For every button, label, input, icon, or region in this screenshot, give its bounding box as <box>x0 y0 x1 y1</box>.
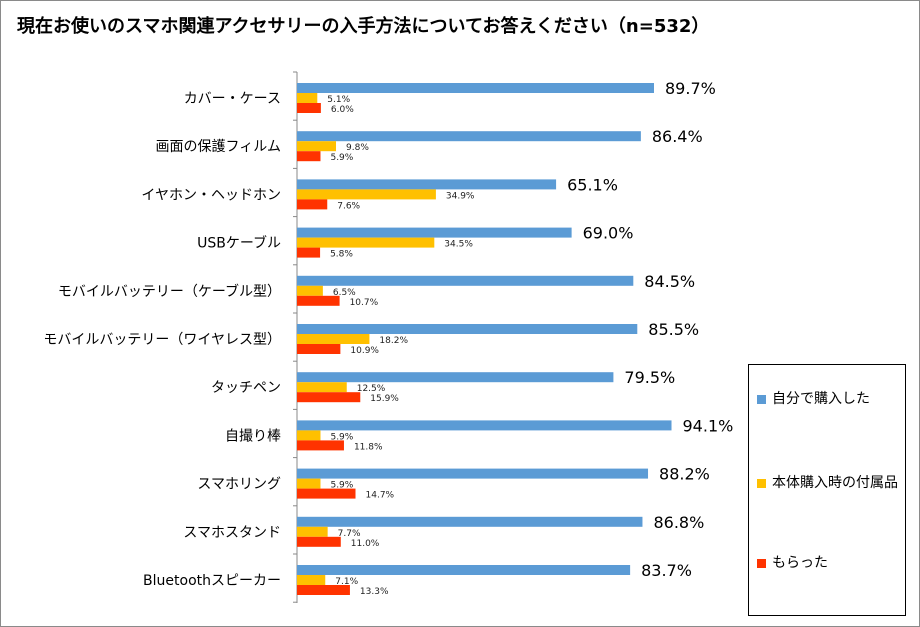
data-label-series-2: 6.5% <box>333 288 356 298</box>
bar-series-2 <box>297 189 436 200</box>
bar-series-2 <box>297 237 435 248</box>
data-label-series-1: 86.4% <box>652 127 703 146</box>
legend-swatch-received <box>757 559 766 568</box>
bar-series-3 <box>297 295 340 306</box>
data-label-series-2: 18.2% <box>379 336 408 346</box>
data-label-series-2: 12.5% <box>357 384 386 394</box>
bar-series-1 <box>297 468 649 479</box>
data-label-series-3: 7.6% <box>337 201 360 211</box>
bar-series-1 <box>297 275 634 286</box>
category-label: Bluetoothスピーカー <box>143 573 281 589</box>
bar-series-3 <box>297 344 341 354</box>
data-label-series-2: 5.9% <box>330 432 353 442</box>
data-label-series-3: 5.9% <box>330 153 353 163</box>
bar-series-1 <box>297 420 672 431</box>
data-label-series-2: 34.5% <box>444 240 473 250</box>
legend: 自分で購入した 本体購入時の付属品 もらった <box>748 364 906 616</box>
bar-series-3 <box>297 440 344 451</box>
data-label-series-3: 10.7% <box>350 298 379 308</box>
data-label-series-1: 84.5% <box>644 272 695 291</box>
bar-series-1 <box>297 516 643 527</box>
bar-series-2 <box>297 478 321 489</box>
category-label: 画面の保護フィルム <box>156 139 281 155</box>
bar-series-3 <box>297 536 341 547</box>
category-label: 自撮り棒 <box>225 427 281 444</box>
bar-series-1 <box>297 83 654 93</box>
bar-series-1 <box>297 565 631 575</box>
bar-series-2 <box>297 430 321 441</box>
bar-series-3 <box>297 103 321 113</box>
bar-series-2 <box>297 334 370 344</box>
bar-series-2 <box>297 575 326 585</box>
category-label: カバー・ケース <box>184 91 281 107</box>
bar-series-1 <box>297 179 557 190</box>
category-label: モバイルバッテリー（ケーブル型） <box>58 283 281 300</box>
bar-series-1 <box>297 131 641 142</box>
data-label-series-1: 94.1% <box>683 416 734 435</box>
bar-series-1 <box>297 227 572 238</box>
category-label: モバイルバッテリー（ワイヤレス型） <box>43 332 281 348</box>
data-label-series-3: 15.9% <box>370 394 399 404</box>
category-label: USBケーブル <box>197 235 281 252</box>
category-label: イヤホン・ヘッドホン <box>141 187 281 203</box>
bar-series-3 <box>297 392 361 403</box>
data-label-series-3: 11.8% <box>354 442 383 452</box>
legend-item-bundled: 本体購入時の付属品 <box>757 470 902 496</box>
data-label-series-1: 65.1% <box>567 175 618 194</box>
legend-label-self-purchase: 自分で購入した <box>772 391 870 407</box>
bar-series-1 <box>297 324 638 334</box>
data-label-series-1: 83.7% <box>641 561 692 580</box>
bar-series-1 <box>297 372 614 383</box>
data-label-series-3: 6.0% <box>331 105 354 115</box>
category-label: タッチペン <box>211 380 281 396</box>
data-label-series-1: 89.7% <box>665 79 716 98</box>
data-label-series-1: 79.5% <box>624 368 675 387</box>
data-label-series-1: 86.8% <box>653 513 704 532</box>
legend-label-bundled: 本体購入時の付属品 <box>772 475 898 491</box>
data-label-series-1: 69.0% <box>583 224 634 243</box>
data-label-series-3: 5.8% <box>330 250 353 260</box>
legend-item-received: もらった <box>757 550 902 576</box>
data-label-series-3: 14.7% <box>366 491 395 501</box>
data-label-series-3: 11.0% <box>351 539 380 549</box>
bar-series-2 <box>297 141 337 152</box>
data-label-series-2: 9.8% <box>346 143 369 153</box>
data-label-series-2: 5.9% <box>330 481 353 491</box>
bar-series-3 <box>297 151 321 162</box>
bar-series-2 <box>297 93 318 103</box>
bar-series-2 <box>297 382 347 393</box>
category-label: スマホスタンド <box>183 525 281 541</box>
data-label-series-3: 13.3% <box>360 587 389 597</box>
data-label-series-2: 5.1% <box>327 95 350 105</box>
bar-series-2 <box>297 526 328 537</box>
category-label: スマホリング <box>197 477 281 493</box>
bar-series-3 <box>297 488 356 499</box>
chart-title: 現在お使いのスマホ関連アクセサリーの入手方法についてお答えください（n=532） <box>17 16 710 37</box>
bar-series-3 <box>297 199 328 210</box>
data-label-series-1: 85.5% <box>648 320 699 339</box>
legend-swatch-self-purchase <box>757 395 766 404</box>
legend-item-self-purchase: 自分で購入した <box>757 386 902 412</box>
legend-swatch-bundled <box>757 479 766 488</box>
data-label-series-1: 88.2% <box>659 465 710 484</box>
bar-series-3 <box>297 585 350 595</box>
data-label-series-2: 7.7% <box>338 529 361 539</box>
data-label-series-2: 34.9% <box>446 191 475 201</box>
data-label-series-3: 10.9% <box>350 346 379 356</box>
legend-label-received: もらった <box>772 555 828 571</box>
data-label-series-2: 7.1% <box>335 577 358 587</box>
bar-series-2 <box>297 285 323 296</box>
bar-series-3 <box>297 247 321 258</box>
